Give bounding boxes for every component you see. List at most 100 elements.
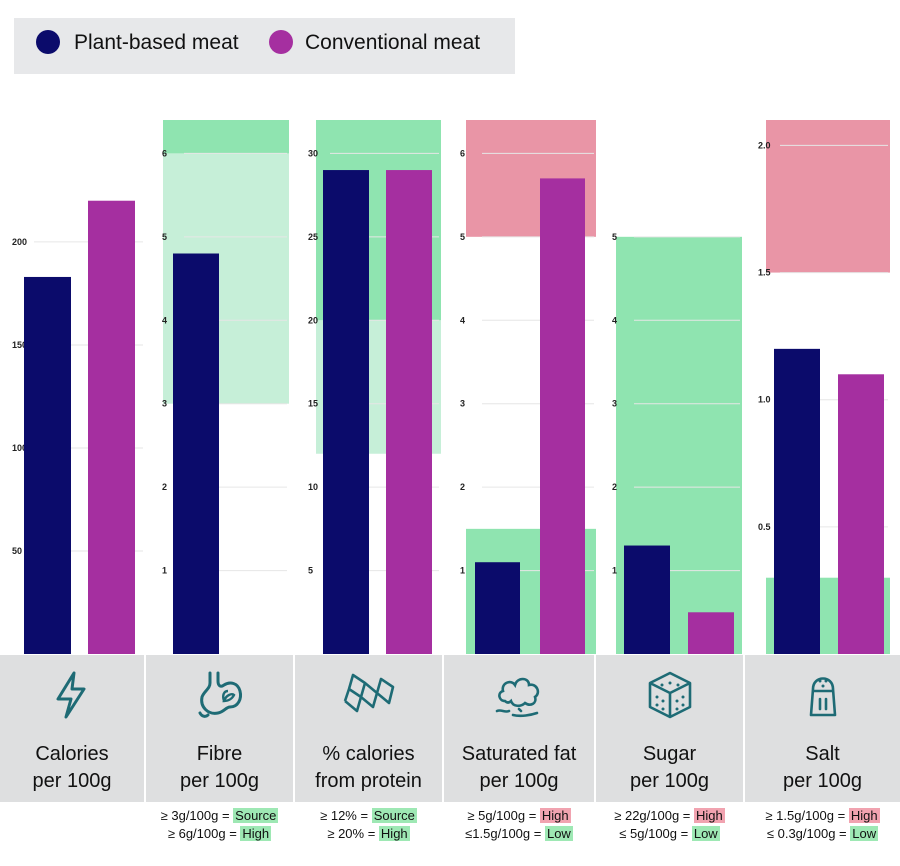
criteria-tag: Source	[233, 808, 279, 823]
category-name: Fibre	[196, 743, 243, 765]
bar-conventional	[688, 612, 734, 654]
category-name: Calories	[35, 743, 109, 765]
nutrition-bar-charts: 50 100 150 200 1 2 3 4 5 6 5 10 15 20 25 30 1 2 3 4 5 6 1 2 3 4 5 0…	[12, 120, 890, 654]
protein-criteria: ≥ 12% = Source ≥ 20% = High	[295, 807, 442, 843]
criteria-line: ≥ 12% = Source	[295, 807, 442, 825]
criteria-threshold: ≥ 22g/100g =	[614, 808, 695, 823]
y-tick-label: 6	[460, 148, 465, 158]
y-tick-label: 1.0	[758, 395, 771, 405]
criteria-line: ≥ 22g/100g = High	[596, 807, 743, 825]
y-tick-label: 2.0	[758, 140, 771, 150]
y-tick-label: 25	[308, 232, 318, 242]
criteria-threshold: ≥ 3g/100g =	[160, 808, 234, 823]
y-tick-label: 4	[612, 315, 617, 325]
y-tick-label: 2	[612, 482, 617, 492]
category-panel-sugar: Sugar per 100g	[596, 655, 743, 802]
threshold-band-high	[766, 120, 890, 273]
category-unit: per 100g	[180, 770, 259, 792]
bar-conventional	[386, 170, 432, 654]
category-unit: per 100g	[630, 770, 709, 792]
criteria-tag: High	[694, 808, 725, 823]
category-panel-calories: Calories per 100g	[0, 655, 144, 802]
bar-plant-based	[774, 348, 820, 654]
criteria-threshold: ≥ 6g/100g =	[167, 826, 241, 841]
criteria-line: ≥ 20% = High	[295, 825, 442, 843]
y-tick-label: 1	[612, 566, 617, 576]
sugar-cube-icon	[648, 671, 691, 719]
protein-helix-icon	[343, 673, 394, 713]
criteria-tag: Low	[544, 826, 573, 841]
category-name: Salt	[805, 743, 840, 765]
category-name: Sugar	[642, 743, 697, 765]
y-tick-label: 3	[460, 399, 465, 409]
criteria-tag: Low	[850, 826, 879, 841]
legend: Plant-based meat Conventional meat	[14, 18, 515, 74]
criteria-threshold: ≥ 1.5g/100g =	[765, 808, 849, 823]
criteria-line: ≤1.5g/100g = Low	[444, 825, 594, 843]
criteria-threshold: ≤1.5g/100g =	[465, 826, 545, 841]
fibre-criteria: ≥ 3g/100g = Source ≥ 6g/100g = High	[146, 807, 293, 843]
criteria-line: ≥ 5g/100g = High	[444, 807, 594, 825]
criteria-line: ≤ 0.3g/100g = Low	[745, 825, 900, 843]
category-name: Saturated fat	[461, 743, 577, 765]
y-tick-label: 2	[162, 482, 167, 492]
criteria-line: ≥ 1.5g/100g = High	[745, 807, 900, 825]
y-tick-label: 3	[162, 399, 167, 409]
bar-plant-based	[624, 545, 670, 654]
bar-plant-based	[173, 253, 219, 654]
y-tick-label: 20	[308, 315, 318, 325]
lightning-bolt-icon	[56, 671, 86, 719]
criteria-threshold: ≥ 12% =	[320, 808, 372, 823]
y-tick-label: 150	[12, 340, 27, 350]
category-name: % calories	[322, 743, 415, 765]
plant-legend-label: Plant-based meat	[74, 31, 239, 54]
bar-plant-based	[24, 276, 71, 654]
criteria-threshold: ≥ 20% =	[327, 826, 379, 841]
criteria-line: ≥ 3g/100g = Source	[146, 807, 293, 825]
criteria-threshold: ≤ 5g/100g =	[619, 826, 692, 841]
y-tick-label: 200	[12, 237, 27, 247]
criteria-tag: Low	[691, 826, 720, 841]
y-tick-label: 10	[308, 482, 318, 492]
threshold-band-low	[163, 120, 289, 154]
criteria-tag: High	[240, 826, 272, 841]
y-tick-label: 4	[460, 315, 465, 325]
y-tick-label: 1.5	[758, 268, 771, 278]
y-tick-label: 30	[308, 148, 318, 158]
category-unit: per 100g	[479, 770, 559, 792]
saturated-fat-criteria: ≥ 5g/100g = High ≤1.5g/100g = Low	[444, 807, 594, 843]
category-unit: per 100g	[783, 770, 862, 792]
sugar-criteria: ≥ 22g/100g = High ≤ 5g/100g = Low	[596, 807, 743, 843]
criteria-tag: High	[378, 826, 410, 841]
y-tick-label: 1	[460, 566, 465, 576]
criteria-line: ≥ 6g/100g = High	[146, 825, 293, 843]
bar-conventional	[838, 374, 884, 654]
y-tick-label: 5	[308, 566, 313, 576]
y-tick-label: 2	[460, 482, 465, 492]
criteria-line: ≤ 5g/100g = Low	[596, 825, 743, 843]
category-unit: from protein	[315, 770, 422, 792]
criteria-tag: Source	[371, 808, 417, 823]
bar-conventional	[88, 200, 135, 654]
y-tick-label: 100	[12, 443, 27, 453]
criteria-tag: High	[539, 808, 571, 823]
y-tick-label: 0.5	[758, 522, 771, 532]
conventional-legend-label: Conventional meat	[305, 31, 481, 54]
criteria-tag: High	[848, 808, 880, 823]
bar-conventional	[540, 178, 585, 654]
bar-plant-based	[475, 562, 520, 654]
y-tick-label: 5	[460, 232, 465, 242]
y-tick-label: 50	[12, 546, 22, 556]
category-panel-salt: Salt per 100g	[745, 655, 900, 802]
criteria-threshold: ≥ 5g/100g =	[467, 808, 540, 823]
category-panel-protein: % calories from protein	[295, 655, 442, 802]
category-panel-saturated-fat: Saturated fat per 100g	[444, 655, 594, 802]
salt-shaker-icon	[809, 677, 836, 717]
fat-cloud-icon	[495, 677, 540, 718]
y-tick-label: 4	[162, 315, 167, 325]
plant-legend-swatch	[36, 30, 60, 54]
criteria-threshold: ≤ 0.3g/100g =	[766, 826, 851, 841]
category-unit: per 100g	[32, 770, 112, 792]
stomach-icon	[198, 671, 242, 718]
y-tick-label: 15	[308, 399, 318, 409]
